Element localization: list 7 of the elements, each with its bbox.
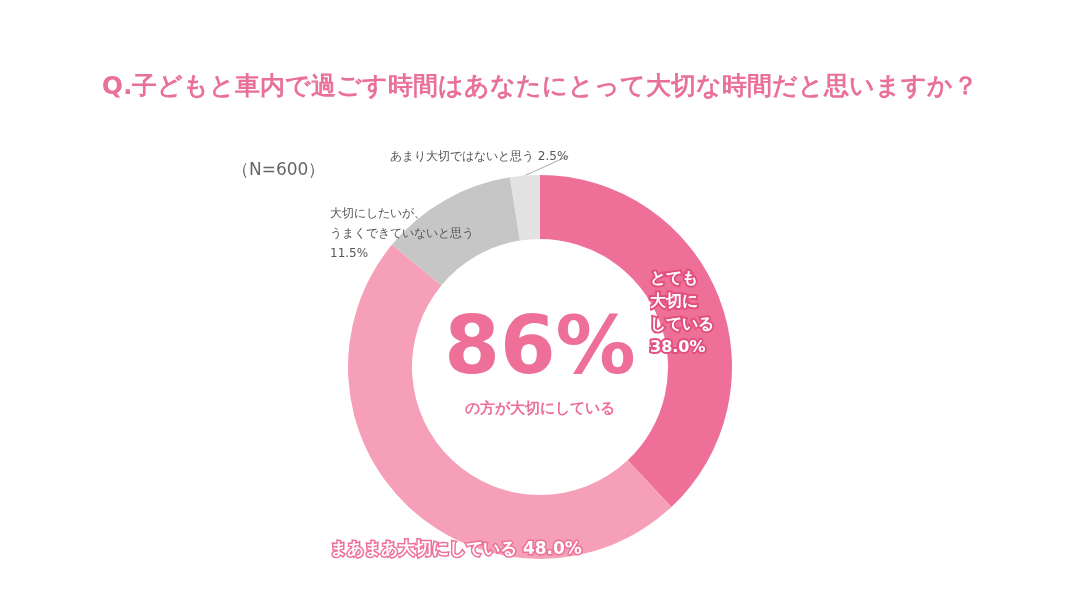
slice-label: あまり大切ではないと思う 2.5% [390, 149, 569, 163]
chart-title: Q.子どもと車内で過ごす時間はあなたにとって大切な時間だと思いますか？ [101, 71, 979, 100]
slice-label: 大切にしたいが、うまくできていないと思う [330, 206, 474, 240]
text: （N=600） [232, 158, 326, 179]
text: の方が大切にしている [465, 399, 615, 417]
text: 86% [444, 298, 636, 392]
data-label: 11.5% [330, 246, 369, 260]
